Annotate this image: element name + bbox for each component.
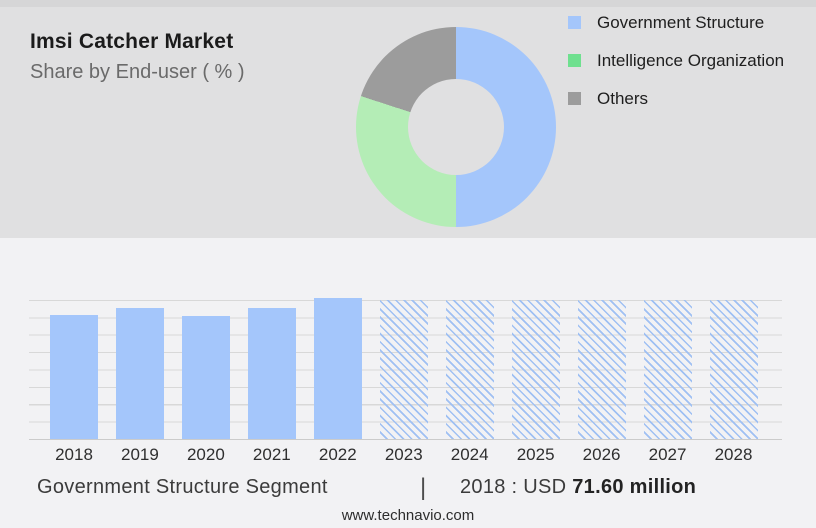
- legend-swatch-icon: [568, 16, 581, 29]
- bar-2021: [247, 308, 296, 439]
- title-block: Imsi Catcher Market Share by End-user ( …: [30, 30, 245, 84]
- bar-2022: [313, 298, 362, 439]
- bar-2020: [181, 316, 230, 439]
- caption-separator: |: [420, 474, 427, 501]
- caption-value-prefix: 2018 : USD: [460, 476, 573, 498]
- header-panel: Imsi Catcher Market Share by End-user ( …: [0, 0, 816, 238]
- bar-2025-forecast: [511, 300, 560, 439]
- donut-hole: [408, 79, 504, 175]
- bar-2026-forecast: [577, 300, 626, 439]
- x-tick-2021: 2021: [252, 445, 291, 464]
- x-tick-2026: 2026: [582, 445, 621, 464]
- caption-value: 2018 : USD 71.60 million: [460, 476, 696, 499]
- bar-2019: [115, 308, 164, 439]
- x-tick-2027: 2027: [648, 445, 687, 464]
- legend-item-others: Others: [568, 89, 784, 108]
- bar-2023-forecast: [379, 300, 428, 439]
- bar-2028-forecast: [709, 300, 758, 439]
- legend-item-government-structure: Government Structure: [568, 13, 784, 32]
- legend-label: Government Structure: [597, 12, 765, 32]
- legend-swatch-icon: [568, 92, 581, 105]
- bar-chart-panel: 2018 2019 2020 2021 2022 2023 2024 2025 2026 2027…: [0, 238, 816, 528]
- legend-label: Intelligence Organization: [597, 50, 785, 70]
- x-tick-2020: 2020: [186, 445, 225, 464]
- bar-2018: [50, 315, 98, 439]
- x-tick-2028: 2028: [714, 445, 753, 464]
- x-tick-2018: 2018: [55, 445, 93, 464]
- donut-chart: [356, 27, 556, 227]
- segment-caption: Government Structure Segment: [37, 476, 328, 498]
- x-tick-2025: 2025: [516, 445, 555, 464]
- caption-row: Government Structure Segment | 2018 : US…: [0, 474, 816, 506]
- legend-swatch-icon: [568, 54, 581, 67]
- footer-url: www.technavio.com: [341, 507, 475, 524]
- x-tick-2024: 2024: [450, 445, 489, 464]
- x-axis-labels: 2018 2019 2020 2021 2022 2023 2024 2025 2026 2027…: [0, 445, 816, 465]
- x-tick-2019: 2019: [121, 445, 159, 464]
- page-subtitle: Share by End-user ( % ): [30, 61, 245, 83]
- caption-value-number: 71.60 million: [572, 476, 697, 498]
- page-title: Imsi Catcher Market: [30, 30, 234, 53]
- legend: Government Structure Intelligence Organi…: [568, 13, 784, 130]
- bar-2024-forecast: [445, 300, 494, 439]
- bar-plot-area: [29, 298, 782, 440]
- x-tick-2023: 2023: [384, 445, 423, 464]
- x-tick-2022: 2022: [318, 445, 357, 464]
- legend-label: Others: [597, 88, 649, 108]
- bar-2027-forecast: [643, 300, 692, 439]
- legend-item-intelligence-organization: Intelligence Organization: [568, 51, 784, 70]
